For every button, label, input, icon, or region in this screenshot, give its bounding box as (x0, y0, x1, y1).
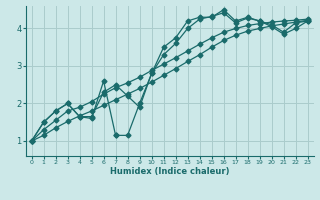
X-axis label: Humidex (Indice chaleur): Humidex (Indice chaleur) (110, 167, 229, 176)
